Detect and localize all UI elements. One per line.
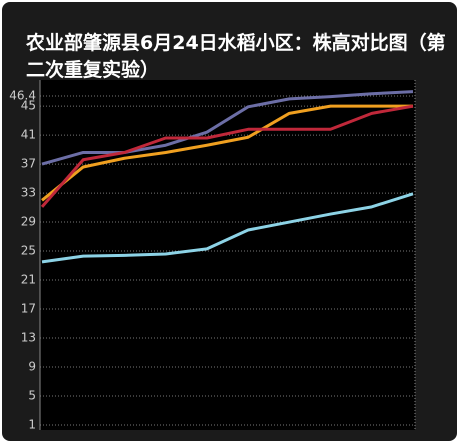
chart-title: 农业部肇源县6月24日水稻小区：株高对比图（第二次重复实验） xyxy=(26,32,446,81)
y-tick-label: 33 xyxy=(21,186,36,200)
series-line xyxy=(41,104,413,202)
y-tick-label: 29 xyxy=(21,215,36,229)
series-line xyxy=(41,192,414,264)
y-tick-label: 1 xyxy=(28,418,36,432)
series-line xyxy=(40,104,414,208)
y-tick-label: 5 xyxy=(28,389,36,403)
y-tick-label: 46.4 xyxy=(9,88,36,102)
y-tick-label: 45 xyxy=(21,99,36,113)
series-line xyxy=(41,90,414,166)
y-tick-label: 37 xyxy=(21,157,36,171)
y-tick-label: 25 xyxy=(21,244,36,258)
y-tick-label: 17 xyxy=(21,302,36,316)
y-tick-label: 21 xyxy=(21,273,36,287)
y-tick-label: 13 xyxy=(21,331,36,345)
y-tick-label: 41 xyxy=(21,128,36,142)
y-tick-label: 9 xyxy=(28,360,36,374)
